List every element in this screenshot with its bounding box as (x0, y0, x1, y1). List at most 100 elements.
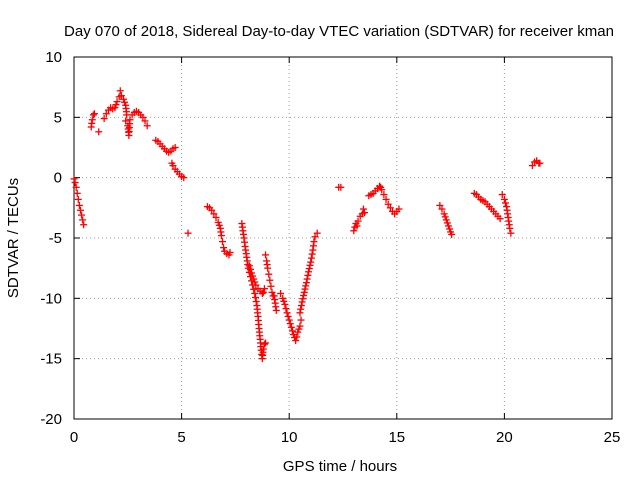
data-point (297, 305, 305, 313)
data-point (305, 268, 313, 276)
data-point (252, 281, 260, 289)
data-point (220, 244, 228, 252)
y-tick-label: -20 (40, 411, 62, 428)
data-point (384, 200, 392, 208)
data-point (304, 271, 312, 279)
data-point (442, 216, 450, 224)
data-point (76, 206, 84, 214)
data-point (73, 189, 81, 197)
data-point (282, 305, 290, 313)
data-point (293, 333, 301, 341)
y-tick-label: 10 (45, 49, 62, 66)
data-point (265, 270, 273, 278)
data-point (300, 288, 308, 296)
x-tick-label: 5 (177, 429, 185, 446)
data-point (436, 201, 444, 209)
y-axis-label: SDTVAR / TECUs (5, 178, 22, 298)
data-point (71, 178, 79, 186)
data-point (268, 288, 276, 296)
data-point (210, 210, 218, 218)
data-point (95, 128, 103, 136)
data-point (307, 258, 315, 266)
data-point (79, 216, 87, 224)
data-point (380, 191, 388, 199)
data-point (440, 210, 448, 218)
data-point (280, 297, 288, 305)
data-point (180, 174, 188, 182)
data-point (80, 221, 88, 229)
data-point (70, 175, 78, 183)
data-point (395, 205, 403, 213)
data-point (171, 144, 179, 151)
data-point (251, 290, 259, 298)
y-tick-label: 5 (54, 109, 62, 126)
data-point (302, 282, 310, 290)
data-point (496, 215, 504, 223)
x-axis-label: GPS time / hours (283, 458, 397, 475)
data-point (245, 262, 253, 270)
data-point (102, 110, 110, 118)
data-point (443, 219, 451, 227)
data-point (90, 110, 98, 118)
data-point (299, 295, 307, 303)
data-point (444, 222, 452, 230)
data-point (536, 159, 544, 167)
data-point (72, 183, 80, 191)
grid-lines (74, 57, 612, 419)
data-point (285, 316, 293, 324)
data-point (350, 227, 358, 235)
data-point (300, 292, 308, 300)
data-point (506, 224, 514, 232)
data-point (306, 261, 314, 269)
x-tick-label: 25 (604, 429, 621, 446)
chart-title: Day 070 of 2018, Sidereal Day-to-day VTE… (64, 23, 614, 40)
data-point (113, 98, 121, 106)
data-point (251, 278, 259, 286)
data-point (226, 248, 234, 256)
data-point (287, 323, 295, 331)
data-point (258, 290, 266, 298)
data-point (248, 269, 256, 277)
data-point (169, 162, 177, 170)
data-point (296, 322, 304, 330)
y-tick-label: -15 (40, 351, 62, 368)
data-point (281, 300, 289, 308)
data-points (70, 87, 544, 363)
data-point (139, 113, 147, 121)
data-point (386, 204, 394, 212)
data-point (262, 339, 270, 347)
data-point (277, 290, 285, 298)
data-point (78, 211, 86, 219)
data-point (249, 272, 257, 280)
data-point (376, 182, 384, 190)
data-point (284, 312, 292, 320)
data-point (448, 230, 456, 238)
data-point (297, 316, 305, 324)
x-tick-label: 0 (70, 429, 78, 446)
data-point (307, 254, 315, 262)
data-point (359, 205, 367, 213)
data-point (89, 111, 97, 119)
data-point (528, 162, 536, 170)
data-point (262, 251, 270, 259)
data-point (302, 279, 310, 287)
x-tick-label: 20 (496, 429, 513, 446)
data-point (218, 238, 226, 246)
data-point (100, 115, 108, 123)
data-point (122, 117, 130, 125)
data-point (250, 275, 258, 283)
x-tick-label: 10 (281, 429, 298, 446)
data-point (74, 195, 82, 203)
data-point (286, 320, 294, 328)
data-point (267, 282, 275, 290)
axis-ticks: 0 5 10 15 20 25 -20 -15 -10 -5 0 5 10 (40, 49, 620, 446)
data-point (361, 209, 369, 217)
data-point (119, 95, 127, 103)
data-point (88, 116, 96, 124)
data-point (308, 250, 316, 258)
data-point (501, 199, 509, 207)
data-point (252, 298, 260, 306)
data-point (378, 186, 386, 194)
x-tick-label: 15 (388, 429, 405, 446)
